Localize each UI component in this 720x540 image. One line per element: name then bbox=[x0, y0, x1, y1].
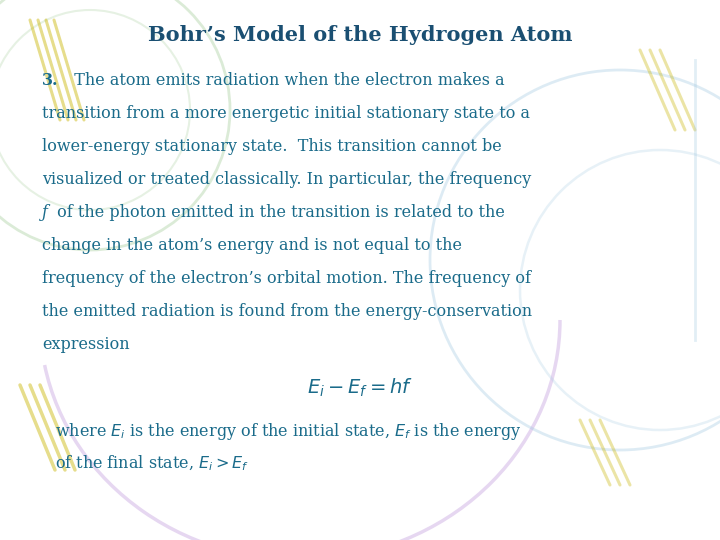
Text: Bohr’s Model of the Hydrogen Atom: Bohr’s Model of the Hydrogen Atom bbox=[148, 25, 572, 45]
Text: $E_i - E_f = hf$: $E_i - E_f = hf$ bbox=[307, 377, 413, 399]
Text: ƒ: ƒ bbox=[42, 204, 48, 221]
Text: the emitted radiation is found from the energy-conservation: the emitted radiation is found from the … bbox=[42, 303, 532, 320]
Text: frequency of the electron’s orbital motion. The frequency of: frequency of the electron’s orbital moti… bbox=[42, 270, 531, 287]
Text: transition from a more energetic initial stationary state to a: transition from a more energetic initial… bbox=[42, 105, 530, 122]
Text: expression: expression bbox=[42, 336, 130, 353]
Text: visualized or treated classically. In particular, the frequency: visualized or treated classically. In pa… bbox=[42, 171, 531, 188]
Text: The atom emits radiation when the electron makes a: The atom emits radiation when the electr… bbox=[64, 72, 505, 89]
Text: change in the atom’s energy and is not equal to the: change in the atom’s energy and is not e… bbox=[42, 237, 462, 254]
Text: lower-energy stationary state.  This transition cannot be: lower-energy stationary state. This tran… bbox=[42, 138, 502, 155]
Text: of the final state, $E_i > E_f$: of the final state, $E_i > E_f$ bbox=[55, 454, 249, 474]
Text: where $E_i$ is the energy of the initial state, $E_f$ is the energy: where $E_i$ is the energy of the initial… bbox=[55, 421, 522, 442]
Text: 3.: 3. bbox=[42, 72, 58, 89]
Text: of the photon emitted in the transition is related to the: of the photon emitted in the transition … bbox=[52, 204, 505, 221]
